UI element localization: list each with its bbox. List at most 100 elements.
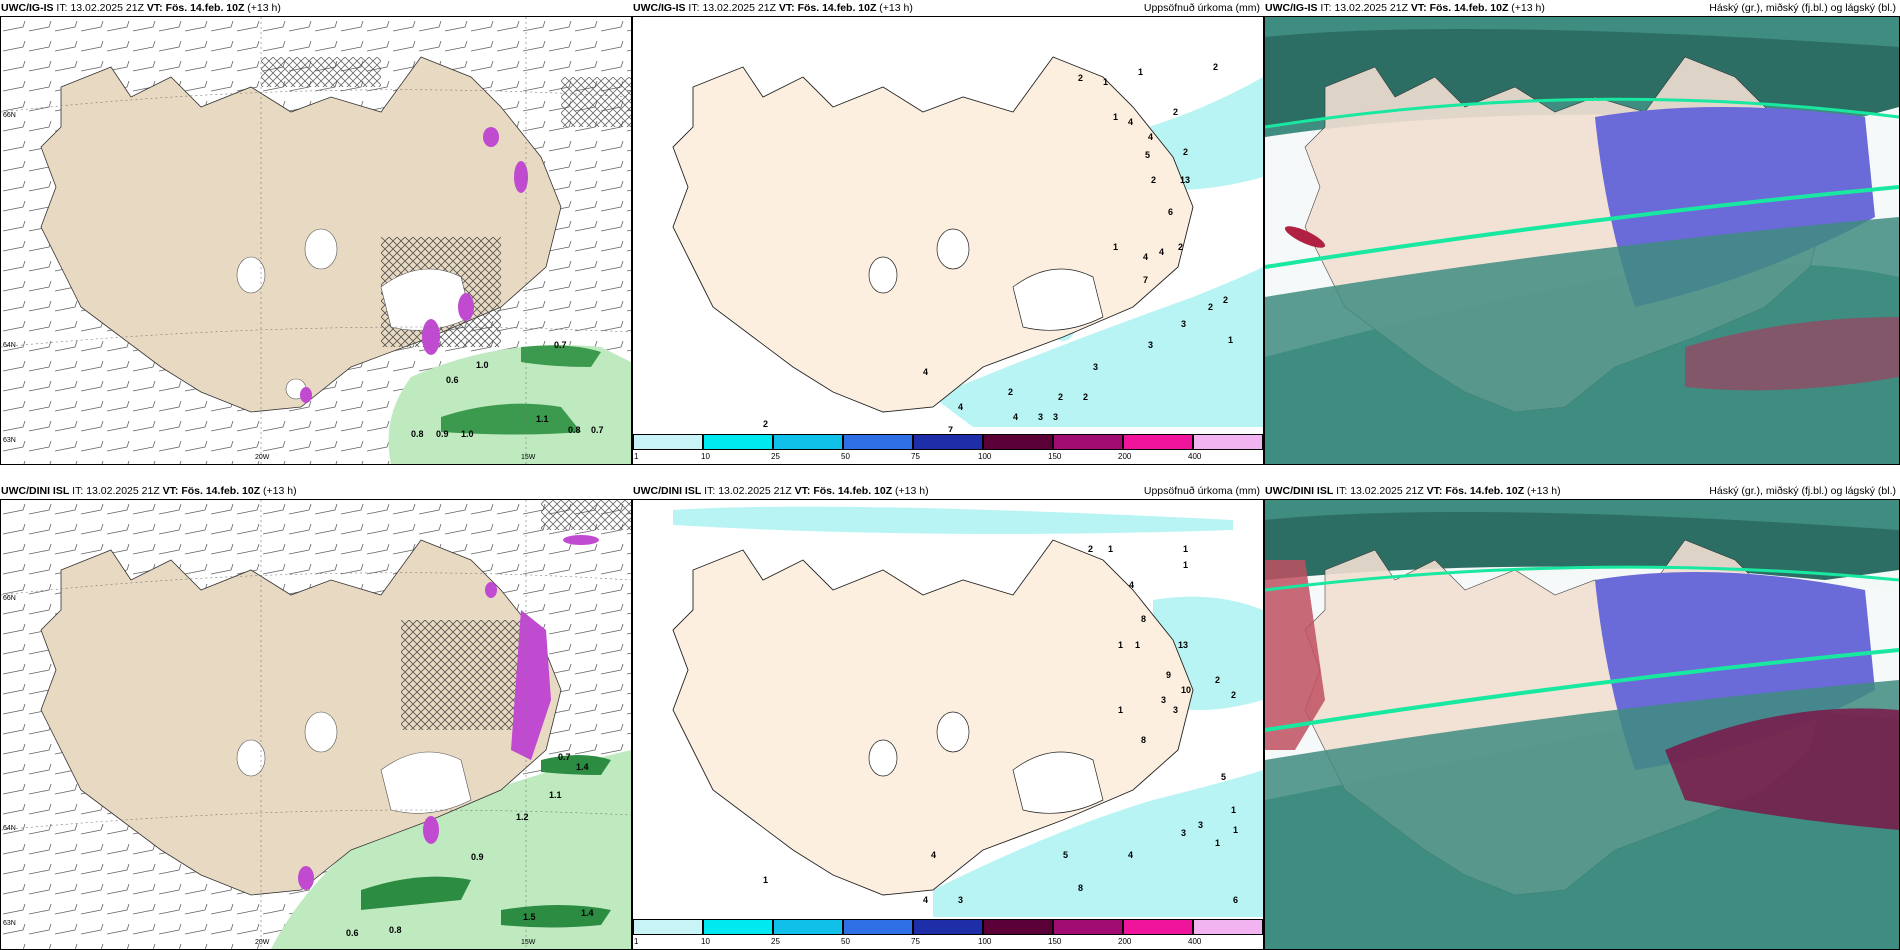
precip-value: 1 (1108, 544, 1114, 554)
precip-value: 1 (1113, 242, 1119, 252)
legend-level: 400 (1188, 937, 1202, 946)
precip-value: 8 (1141, 735, 1147, 745)
panel-top-middle-precip: UWC/IG-IS IT: 13.02.2025 21Z VT: Fös. 14… (632, 0, 1264, 465)
panel-bottom-right-clouds: UWC/DINI ISL IT: 13.02.2025 21Z VT: Fös.… (1264, 483, 1900, 950)
legend-swatch (843, 434, 913, 450)
panel-title: UWC/IG-IS IT: 13.02.2025 21Z VT: Fös. 14… (1, 2, 281, 14)
precip-value: 6 (1168, 207, 1174, 217)
wind-value: 1.1 (536, 414, 549, 424)
precip-value: 1 (1183, 560, 1189, 570)
panel-field-label: Uppsöfnuð úrkoma (mm) (1143, 485, 1260, 497)
precip-map (633, 500, 1263, 949)
wind-value: 0.7 (591, 425, 604, 435)
magenta-markers (298, 535, 599, 890)
precip-value: 1 (1231, 805, 1237, 815)
legend-level: 50 (841, 452, 850, 461)
wind-value: 0.7 (558, 752, 571, 762)
magenta-markers (300, 127, 528, 403)
precip-value: 4 (923, 367, 929, 377)
legend-level: 100 (978, 452, 992, 461)
legend-swatch (1053, 434, 1123, 450)
panel-field-label: Háský (gr.), miðský (fj.bl.) og lágský (… (1709, 2, 1896, 14)
map-frame (1264, 16, 1900, 465)
precip-value: 4 (1129, 580, 1135, 590)
wind-value: 1.0 (476, 360, 489, 370)
legend-level: 25 (771, 452, 780, 461)
cloud-map (1265, 17, 1899, 464)
precip-legend: 1 10 25 50 75 100 150 200 400 (633, 917, 1263, 949)
precip-value: 1 (1228, 335, 1234, 345)
precip-value: 4 (1159, 247, 1165, 257)
precip-value: 5 (1145, 150, 1151, 160)
wind-value: 0.6 (446, 375, 459, 385)
panel-title: UWC/IG-IS IT: 13.02.2025 21Z VT: Fös. 14… (633, 2, 913, 14)
legend-level: 25 (771, 937, 780, 946)
precip-value: 1 (1113, 112, 1119, 122)
wind-value: 1.1 (549, 790, 562, 800)
precip-value: 3 (1198, 820, 1204, 830)
precip-value: 1 (763, 875, 769, 885)
precip-value: 7 (1143, 275, 1149, 285)
legend-swatch (1193, 919, 1263, 935)
legend-level: 1 (634, 937, 639, 946)
precip-value: 6 (1233, 895, 1239, 905)
precip-map (633, 17, 1263, 464)
precip-value: 2 (1151, 175, 1157, 185)
precip-value: 1 (1183, 544, 1189, 554)
panel-bottom-middle-precip: UWC/DINI ISL IT: 13.02.2025 21Z VT: Fös.… (632, 483, 1264, 950)
precip-legend: 1 10 25 50 75 100 150 200 400 (633, 432, 1263, 464)
wind-value: 0.7 (554, 340, 567, 350)
wind-value: 0.8 (389, 925, 402, 935)
legend-level: 400 (1188, 452, 1202, 461)
precip-value: 2 (1208, 302, 1214, 312)
legend-level: 1 (634, 452, 639, 461)
precip-value: 4 (931, 850, 937, 860)
legend-level: 10 (701, 452, 710, 461)
precip-value: 2 (1178, 242, 1184, 252)
precip-value: 3 (1173, 705, 1179, 715)
lat-tick-64: 64N (3, 825, 16, 832)
panel-title: UWC/DINI ISL IT: 13.02.2025 21Z VT: Fös.… (1, 485, 297, 497)
legend-swatch (633, 434, 703, 450)
green-wind-speed-bands (271, 750, 631, 949)
legend-level: 100 (978, 937, 992, 946)
precip-value: 4 (958, 402, 964, 412)
legend-level: 50 (841, 937, 850, 946)
legend-swatch (703, 434, 773, 450)
legend-swatch (1053, 919, 1123, 935)
precip-value: 2 (1058, 392, 1064, 402)
panel-top-left-wind: UWC/IG-IS IT: 13.02.2025 21Z VT: Fös. 14… (0, 0, 632, 465)
precip-value: 9 (1166, 670, 1172, 680)
green-wind-speed-bands (388, 345, 631, 464)
map-frame (1264, 499, 1900, 950)
precip-value: 2 (1231, 690, 1237, 700)
precip-value: 3 (1148, 340, 1154, 350)
precip-value: 7 (948, 425, 954, 435)
wind-value: 1.0 (461, 429, 474, 439)
legend-level: 150 (1048, 452, 1062, 461)
legend-swatch (773, 434, 843, 450)
legend-level: 10 (701, 937, 710, 946)
panel-title: UWC/IG-IS IT: 13.02.2025 21Z VT: Fös. 14… (1265, 2, 1545, 14)
precip-value: 3 (1093, 362, 1099, 372)
legend-level: 200 (1118, 452, 1132, 461)
precip-value: 10 (1181, 685, 1192, 695)
panel-top-right-clouds: UWC/IG-IS IT: 13.02.2025 21Z VT: Fös. 14… (1264, 0, 1900, 465)
precip-value: 8 (1141, 614, 1147, 624)
legend-swatch (983, 919, 1053, 935)
precip-value: 2 (763, 419, 769, 429)
precip-value: 8 (1078, 883, 1084, 893)
wind-value: 0.8 (568, 425, 581, 435)
precip-value: 3 (1181, 319, 1187, 329)
precip-value: 2 (1078, 73, 1084, 83)
precip-value: 5 (1221, 772, 1227, 782)
wind-value: 0.9 (436, 429, 449, 439)
panel-bottom-left-wind: UWC/DINI ISL IT: 13.02.2025 21Z VT: Fös.… (0, 483, 632, 950)
legend-swatch (633, 919, 703, 935)
legend-level: 75 (911, 937, 920, 946)
panel-title: UWC/DINI ISL IT: 13.02.2025 21Z VT: Fös.… (633, 485, 929, 497)
precip-value: 1 (1118, 705, 1124, 715)
legend-level: 150 (1048, 937, 1062, 946)
precip-value: 3 (1038, 412, 1044, 422)
lon-tick-15: 15W (521, 939, 536, 946)
